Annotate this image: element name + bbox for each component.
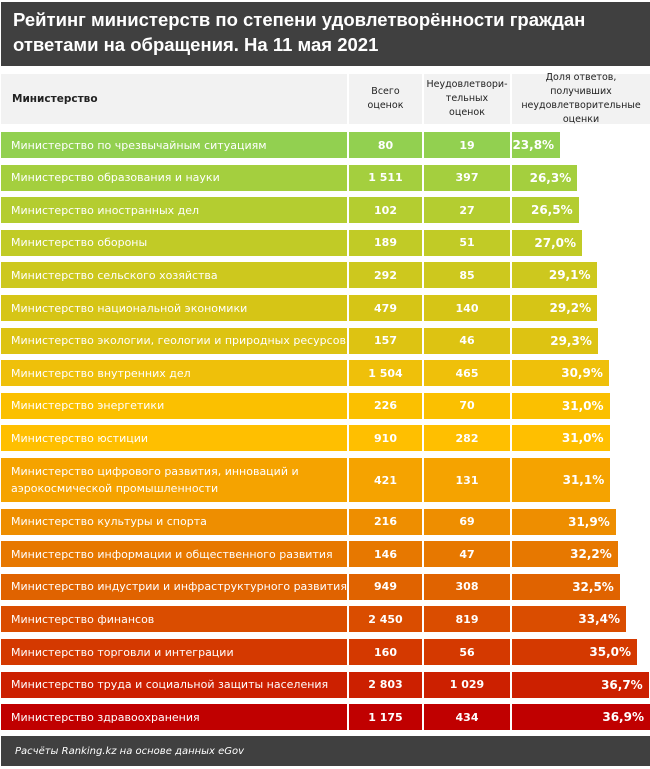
unsat-count: 27: [424, 197, 510, 224]
unsat-count: 819: [424, 606, 510, 633]
table-row: Министерство энергетики 226 70 31,0%: [0, 392, 650, 419]
ministry-name: Министерство по чрезвычайным ситуациям: [1, 132, 347, 158]
ministry-name: Министерство энергетики: [1, 392, 347, 419]
ministry-name: Министерство обороны: [1, 229, 347, 256]
table-row: Министерство экологии, геологии и природ…: [0, 327, 650, 354]
table-row: Министерство иностранных дел 102 27 26,5%: [0, 197, 650, 224]
source-note: Расчёты Ranking.kz на основе данных eGov: [1, 736, 650, 766]
table-row: Министерство труда и социальной защиты н…: [0, 671, 650, 698]
unsat-count: 69: [424, 508, 510, 535]
total-count: 157: [349, 327, 422, 354]
share-bar: 23,8%: [512, 132, 561, 158]
share-bar: 36,9%: [512, 704, 650, 731]
share-bar: 31,1%: [512, 458, 611, 502]
total-count: 102: [349, 197, 422, 224]
ministry-name: Министерство труда и социальной защиты н…: [1, 671, 347, 698]
ministry-name: Министерство индустрии и инфраструктурно…: [1, 573, 347, 600]
unsat-count: 465: [424, 360, 510, 387]
share-bar: 31,0%: [512, 425, 610, 452]
ministry-name: Министерство цифрового развития, инновац…: [1, 458, 347, 502]
total-count: 292: [349, 262, 422, 289]
table-row: Министерство обороны 189 51 27,0%: [0, 229, 650, 256]
total-count: 2 803: [349, 671, 422, 698]
unsat-count: 131: [424, 458, 510, 502]
ministry-name: Министерство внутренних дел: [1, 360, 347, 387]
ministry-name: Министерство информации и общественного …: [1, 541, 347, 568]
unsat-count: 70: [424, 392, 510, 419]
share-bar: 32,2%: [512, 541, 618, 568]
total-count: 146: [349, 541, 422, 568]
unsat-count: 56: [424, 639, 510, 665]
total-count: 216: [349, 508, 422, 535]
table-row: Министерство образования и науки 1 511 397…: [0, 164, 650, 191]
share-bar: 31,9%: [512, 508, 616, 535]
unsat-count: 397: [424, 164, 510, 191]
table-row: Министерство индустрии и инфраструктурно…: [0, 573, 650, 600]
unsat-count: 19: [424, 132, 510, 158]
table-row: Министерство юстиции 910 282 31,0%: [0, 425, 650, 452]
unsat-count: 1 029: [424, 671, 510, 698]
total-count: 189: [349, 229, 422, 256]
share-bar: 36,7%: [512, 671, 649, 698]
table-row: Министерство цифрового развития, инновац…: [0, 458, 650, 502]
ministry-name: Министерство торговли и интеграции: [1, 639, 347, 665]
header-unsat: Неудовлетвори-тельных оценок: [424, 74, 510, 124]
unsat-count: 434: [424, 704, 510, 731]
unsat-count: 140: [424, 295, 510, 321]
unsat-count: 85: [424, 262, 510, 289]
total-count: 2 450: [349, 606, 422, 633]
table-row: Министерство финансов 2 450 819 33,4%: [0, 606, 650, 633]
table-row: Министерство информации и общественного …: [0, 541, 650, 568]
total-count: 80: [349, 132, 422, 158]
share-bar: 30,9%: [512, 360, 609, 387]
total-count: 421: [349, 458, 422, 502]
table-row: Министерство сельского хозяйства 292 85 29,…: [0, 262, 650, 289]
share-bar: 33,4%: [512, 606, 627, 633]
share-bar: 27,0%: [512, 229, 583, 256]
total-count: 1 504: [349, 360, 422, 387]
ministry-name: Министерство юстиции: [1, 425, 347, 452]
page-title: Рейтинг министерств по степени удовлетво…: [1, 2, 650, 66]
table-row: Министерство здравоохранения 1 175 434 36,9…: [0, 704, 650, 731]
share-bar: 29,2%: [512, 295, 598, 321]
total-count: 479: [349, 295, 422, 321]
share-bar: 29,1%: [512, 262, 597, 289]
table-row: Министерство внутренних дел 1 504 465 30,9%: [0, 360, 650, 387]
unsat-count: 51: [424, 229, 510, 256]
table-row: Министерство культуры и спорта 216 69 31,9%: [0, 508, 650, 535]
unsat-count: 47: [424, 541, 510, 568]
total-count: 160: [349, 639, 422, 665]
table-row: Министерство торговли и интеграции 160 56 3…: [0, 639, 650, 665]
total-count: 910: [349, 425, 422, 452]
share-bar: 35,0%: [512, 639, 638, 665]
ministry-name: Министерство здравоохранения: [1, 704, 347, 731]
share-bar: 29,3%: [512, 327, 598, 354]
share-bar: 32,5%: [512, 573, 620, 600]
share-bar: 26,3%: [512, 164, 578, 191]
ministry-name: Министерство финансов: [1, 606, 347, 633]
total-count: 1 511: [349, 164, 422, 191]
ministry-name: Министерство иностранных дел: [1, 197, 347, 224]
ministry-name: Министерство сельского хозяйства: [1, 262, 347, 289]
unsat-count: 308: [424, 573, 510, 600]
header-ministry: Министерство: [1, 74, 347, 124]
ministry-name: Министерство культуры и спорта: [1, 508, 347, 535]
total-count: 1 175: [349, 704, 422, 731]
header-total: Всего оценок: [349, 74, 422, 124]
share-bar: 26,5%: [512, 197, 579, 224]
ministry-name: Министерство образования и науки: [1, 164, 347, 191]
share-bar: 31,0%: [512, 392, 610, 419]
unsat-count: 282: [424, 425, 510, 452]
unsat-count: 46: [424, 327, 510, 354]
table-row: Министерство национальной экономики 479 14…: [0, 295, 650, 321]
header-share: Доля ответов, получивших неудовлетворите…: [512, 72, 650, 125]
ministry-name: Министерство экологии, геологии и природ…: [1, 327, 347, 354]
total-count: 226: [349, 392, 422, 419]
ministry-name: Министерство национальной экономики: [1, 295, 347, 321]
total-count: 949: [349, 573, 422, 600]
table-row: Министерство по чрезвычайным ситуациям 80…: [0, 132, 650, 158]
